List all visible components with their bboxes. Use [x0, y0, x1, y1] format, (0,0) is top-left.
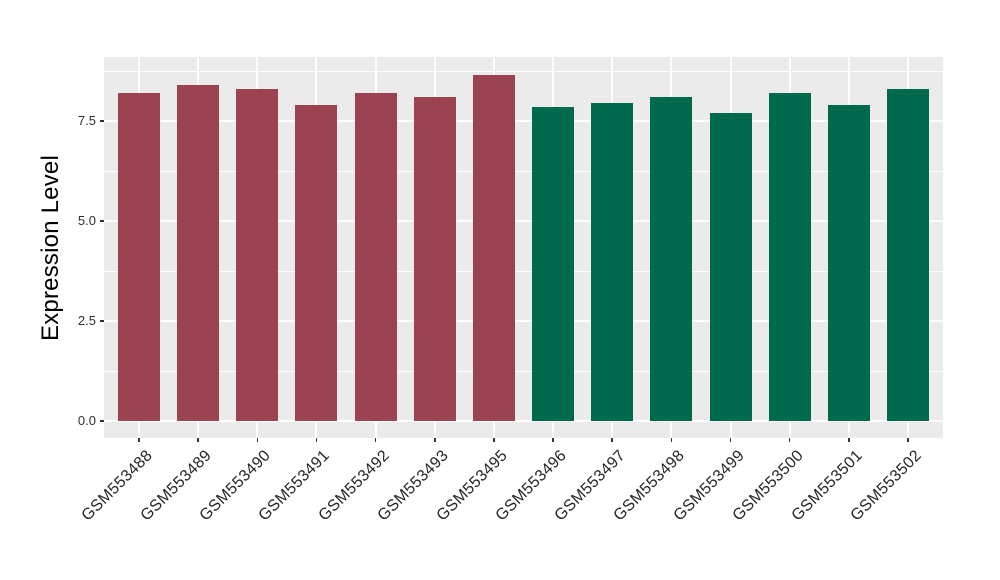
x-tick-mark [493, 438, 495, 442]
bar-GSM553493 [413, 97, 456, 421]
bar-GSM553502 [887, 89, 929, 421]
major-gridline [104, 320, 943, 322]
x-tick-mark [315, 438, 318, 442]
x-tick-mark [611, 438, 613, 442]
x-tick-mark [729, 438, 732, 442]
x-tick-mark [374, 438, 377, 442]
y-tick-mark [100, 120, 104, 122]
y-tick-mark [100, 420, 104, 422]
bar-GSM553490 [236, 89, 279, 421]
major-gridline [104, 220, 943, 222]
y-tick-label: 5.0 [77, 213, 96, 228]
major-gridline [104, 120, 943, 122]
bar-GSM553492 [354, 93, 397, 421]
x-tick-mark [848, 438, 850, 442]
bar-GSM553495 [472, 75, 515, 421]
minor-gridline [104, 370, 943, 372]
x-tick-mark [197, 438, 199, 442]
bar-GSM553498 [650, 97, 693, 421]
bar-GSM553491 [295, 105, 338, 421]
bar-GSM553496 [532, 107, 575, 421]
bar-GSM553500 [768, 93, 811, 421]
x-tick-mark [552, 438, 554, 442]
bar-GSM553501 [827, 105, 870, 421]
major-gridline [104, 420, 943, 422]
plot-panel [104, 57, 943, 438]
bar-GSM553488 [118, 93, 160, 421]
y-tick-label: 2.5 [77, 313, 96, 328]
minor-gridline [104, 170, 943, 172]
x-tick-mark [907, 438, 909, 442]
bar-GSM553497 [591, 103, 634, 421]
x-tick-mark [788, 438, 791, 442]
x-tick-mark [434, 438, 436, 442]
y-tick-label: 0.0 [77, 413, 96, 428]
bar-GSM553499 [709, 113, 752, 421]
minor-gridline [104, 70, 943, 72]
minor-gridline [104, 270, 943, 272]
y-tick-mark [100, 320, 104, 322]
x-tick-mark [138, 438, 140, 442]
bar-GSM553489 [177, 85, 220, 421]
x-tick-mark [670, 438, 673, 442]
y-tick-label: 7.5 [77, 113, 96, 128]
y-tick-mark [100, 220, 104, 222]
x-tick-mark [256, 438, 259, 442]
